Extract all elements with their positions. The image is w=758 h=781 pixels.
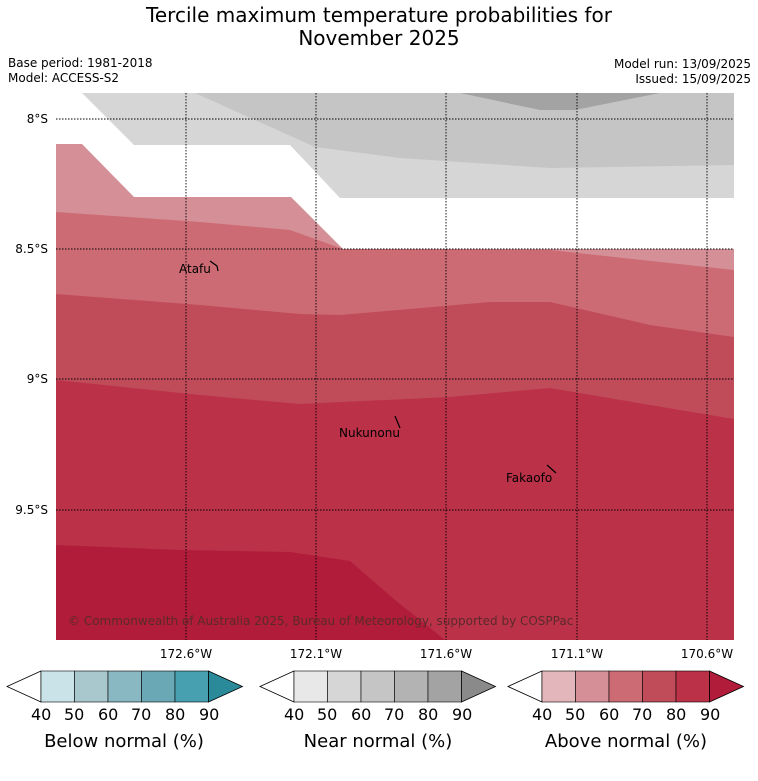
issued-date: Issued: 15/09/2025 xyxy=(635,72,751,86)
near-colorbar-bin-5 xyxy=(427,670,462,703)
lat-label-9s: 9°S xyxy=(26,372,48,386)
above-colorbar-low-extend xyxy=(507,670,543,703)
model-name: Model: ACCESS-S2 xyxy=(8,71,120,85)
near-normal-title: Near normal (%) xyxy=(303,731,453,752)
above-colorbar-bin-4 xyxy=(642,670,677,703)
near-normal-60-region xyxy=(195,93,734,168)
above-colorbar-bin-3 xyxy=(608,670,643,703)
near-colorbar-bin-1 xyxy=(293,670,328,703)
map-title: Tercile maximum temperature probabilitie… xyxy=(0,4,758,50)
atafu-island xyxy=(209,260,219,272)
place-label-nukunonu: Nukunonu xyxy=(339,426,400,440)
above-normal-colorbar xyxy=(507,670,745,703)
below-colorbar-bin-2 xyxy=(74,670,109,703)
above-colorbar-bin-1 xyxy=(541,670,576,703)
copyright-notice: © Commonwealth of Australia 2025, Bureau… xyxy=(68,614,574,628)
near-colorbar-bin-3 xyxy=(360,670,395,703)
near-tick-70: 70 xyxy=(384,705,405,724)
above-tick-40: 40 xyxy=(532,705,553,724)
probability-map xyxy=(56,93,734,640)
near-tick-80: 80 xyxy=(418,705,439,724)
near-colorbar-high-extend xyxy=(461,670,497,703)
below-colorbar-bin-3 xyxy=(107,670,142,703)
near-tick-90: 90 xyxy=(452,705,473,724)
below-colorbar-bin-4 xyxy=(141,670,176,703)
near-normal-colorbar xyxy=(259,670,497,703)
below-colorbar-high-extend xyxy=(208,670,244,703)
below-tick-40: 40 xyxy=(31,705,52,724)
place-label-fakaofo: Fakaofo xyxy=(506,471,553,485)
above-tick-90: 90 xyxy=(700,705,721,724)
graticule xyxy=(56,93,734,640)
near-colorbar-low-extend xyxy=(259,670,295,703)
above-normal-title: Above normal (%) xyxy=(544,731,708,752)
above-tick-60: 60 xyxy=(599,705,620,724)
below-tick-60: 60 xyxy=(98,705,119,724)
lon-label-172-1w: 172.1°W xyxy=(289,647,343,661)
below-tick-70: 70 xyxy=(131,705,152,724)
below-normal-title: Below normal (%) xyxy=(44,731,204,752)
lat-label-8-5s: 8.5°S xyxy=(15,242,48,256)
below-colorbar-bin-1 xyxy=(40,670,75,703)
near-colorbar-bin-4 xyxy=(394,670,429,703)
above-colorbar-bin-2 xyxy=(575,670,610,703)
above-tick-50: 50 xyxy=(565,705,586,724)
below-tick-90: 90 xyxy=(199,705,220,724)
below-tick-50: 50 xyxy=(64,705,85,724)
near-tick-40: 40 xyxy=(284,705,305,724)
above-tick-70: 70 xyxy=(632,705,653,724)
below-colorbar-low-extend xyxy=(6,670,42,703)
title-line-1: Tercile maximum temperature probabilitie… xyxy=(146,3,612,27)
lon-label-170-6w: 170.6°W xyxy=(680,647,734,661)
lon-label-172-6w: 172.6°W xyxy=(159,647,213,661)
below-normal-colorbar xyxy=(6,670,244,703)
below-tick-80: 80 xyxy=(165,705,186,724)
lon-label-171-1w: 171.1°W xyxy=(550,647,604,661)
below-colorbar-bin-5 xyxy=(174,670,209,703)
above-colorbar-high-extend xyxy=(709,670,745,703)
above-colorbar-bin-5 xyxy=(675,670,710,703)
above-tick-80: 80 xyxy=(666,705,687,724)
place-label-atafu: Atafu xyxy=(179,262,211,276)
near-colorbar-bin-2 xyxy=(327,670,362,703)
title-line-2: November 2025 xyxy=(298,26,460,50)
meta-left: Base period: 1981-2018 Model: ACCESS-S2 xyxy=(8,56,153,86)
base-period: Base period: 1981-2018 xyxy=(8,56,153,70)
model-run: Model run: 13/09/2025 xyxy=(613,57,751,71)
lat-label-8s: 8°S xyxy=(26,112,48,126)
lon-label-171-6w: 171.6°W xyxy=(419,647,473,661)
lat-label-9-5s: 9.5°S xyxy=(15,503,48,517)
nukunonu-island xyxy=(394,415,401,429)
meta-right: Model run: 13/09/2025 Issued: 15/09/2025 xyxy=(614,57,751,87)
fakaofo-island xyxy=(546,464,557,474)
near-tick-60: 60 xyxy=(351,705,372,724)
near-normal-70-region xyxy=(460,93,660,110)
above-normal-90-region xyxy=(56,545,445,640)
near-tick-50: 50 xyxy=(317,705,338,724)
